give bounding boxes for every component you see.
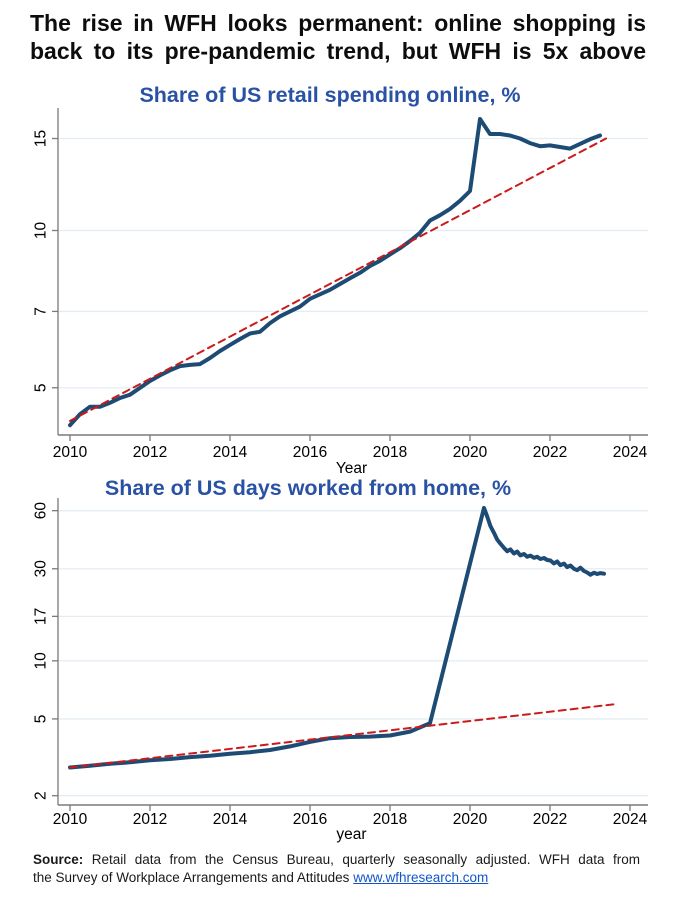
x-tick-label: 2016 [293,811,327,828]
x-axis-label: Year [336,460,367,477]
retail-chart: 5 7 10 15 2010 2012 2014 2016 2018 2020 2022 2024 Ye… [33,83,648,477]
x-tick-label: 2020 [453,811,488,828]
x-tick-label: 2020 [453,444,488,461]
x-tick-label: 2010 [53,444,88,461]
y-tick-label: 5 [33,715,50,724]
headline-line-2: back to its pre-pandemic trend, but WFH … [30,38,646,64]
y-tick-label: 30 [33,560,50,578]
online-share-line [68,117,602,428]
wfh-share-line [68,505,606,770]
y-tick-label: 5 [33,383,50,392]
y-tick-label: 15 [33,130,50,147]
source-line-1: Source: Retail data from the Census Bure… [33,851,640,869]
source-text-1: Retail data from the Census Bureau, quar… [91,852,640,867]
source-line-2: the Survey of Workplace Arrangements and… [33,869,640,887]
source-note: Source: Retail data from the Census Bure… [33,851,640,887]
online-trend-line [69,137,607,422]
x-tick-label: 2022 [533,811,567,828]
x-tick-label: 2012 [133,811,167,828]
wfhresearch-link[interactable]: www.wfhresearch.com [353,870,489,885]
x-tick-label: 2018 [373,444,407,461]
x-axis-label: year [336,826,366,843]
y-tick-label: 2 [33,791,50,800]
wfh-chart: 2 5 10 17 30 60 2010 2012 2014 2016 2018 2020 2022 20… [33,476,648,843]
y-tick-label: 10 [33,652,50,670]
x-tick-label: 2014 [213,811,248,828]
y-tick-label: 10 [33,222,50,240]
x-tick-label: 2022 [533,444,567,461]
x-tick-label: 2024 [613,444,648,461]
figure-headline: The rise in WFH looks permanent: online … [30,9,646,65]
y-tick-label: 17 [33,608,50,625]
chart-title: Share of US retail spending online, % [139,83,520,107]
y-tick-label: 7 [33,307,50,316]
chart-title: Share of US days worked from home, % [105,476,511,500]
x-tick-label: 2016 [293,444,327,461]
x-tick-label: 2014 [213,444,248,461]
x-tick-label: 2018 [373,811,407,828]
wfh-trend-line [69,703,615,769]
headline-line-1: The rise in WFH looks permanent: online … [30,10,646,36]
x-tick-label: 2012 [133,444,167,461]
source-label: Source: [33,852,84,867]
source-text-2: the Survey of Workplace Arrangements and… [33,870,350,885]
x-tick-label: 2010 [53,811,88,828]
y-tick-label: 60 [33,502,50,520]
x-tick-label: 2024 [613,811,648,828]
